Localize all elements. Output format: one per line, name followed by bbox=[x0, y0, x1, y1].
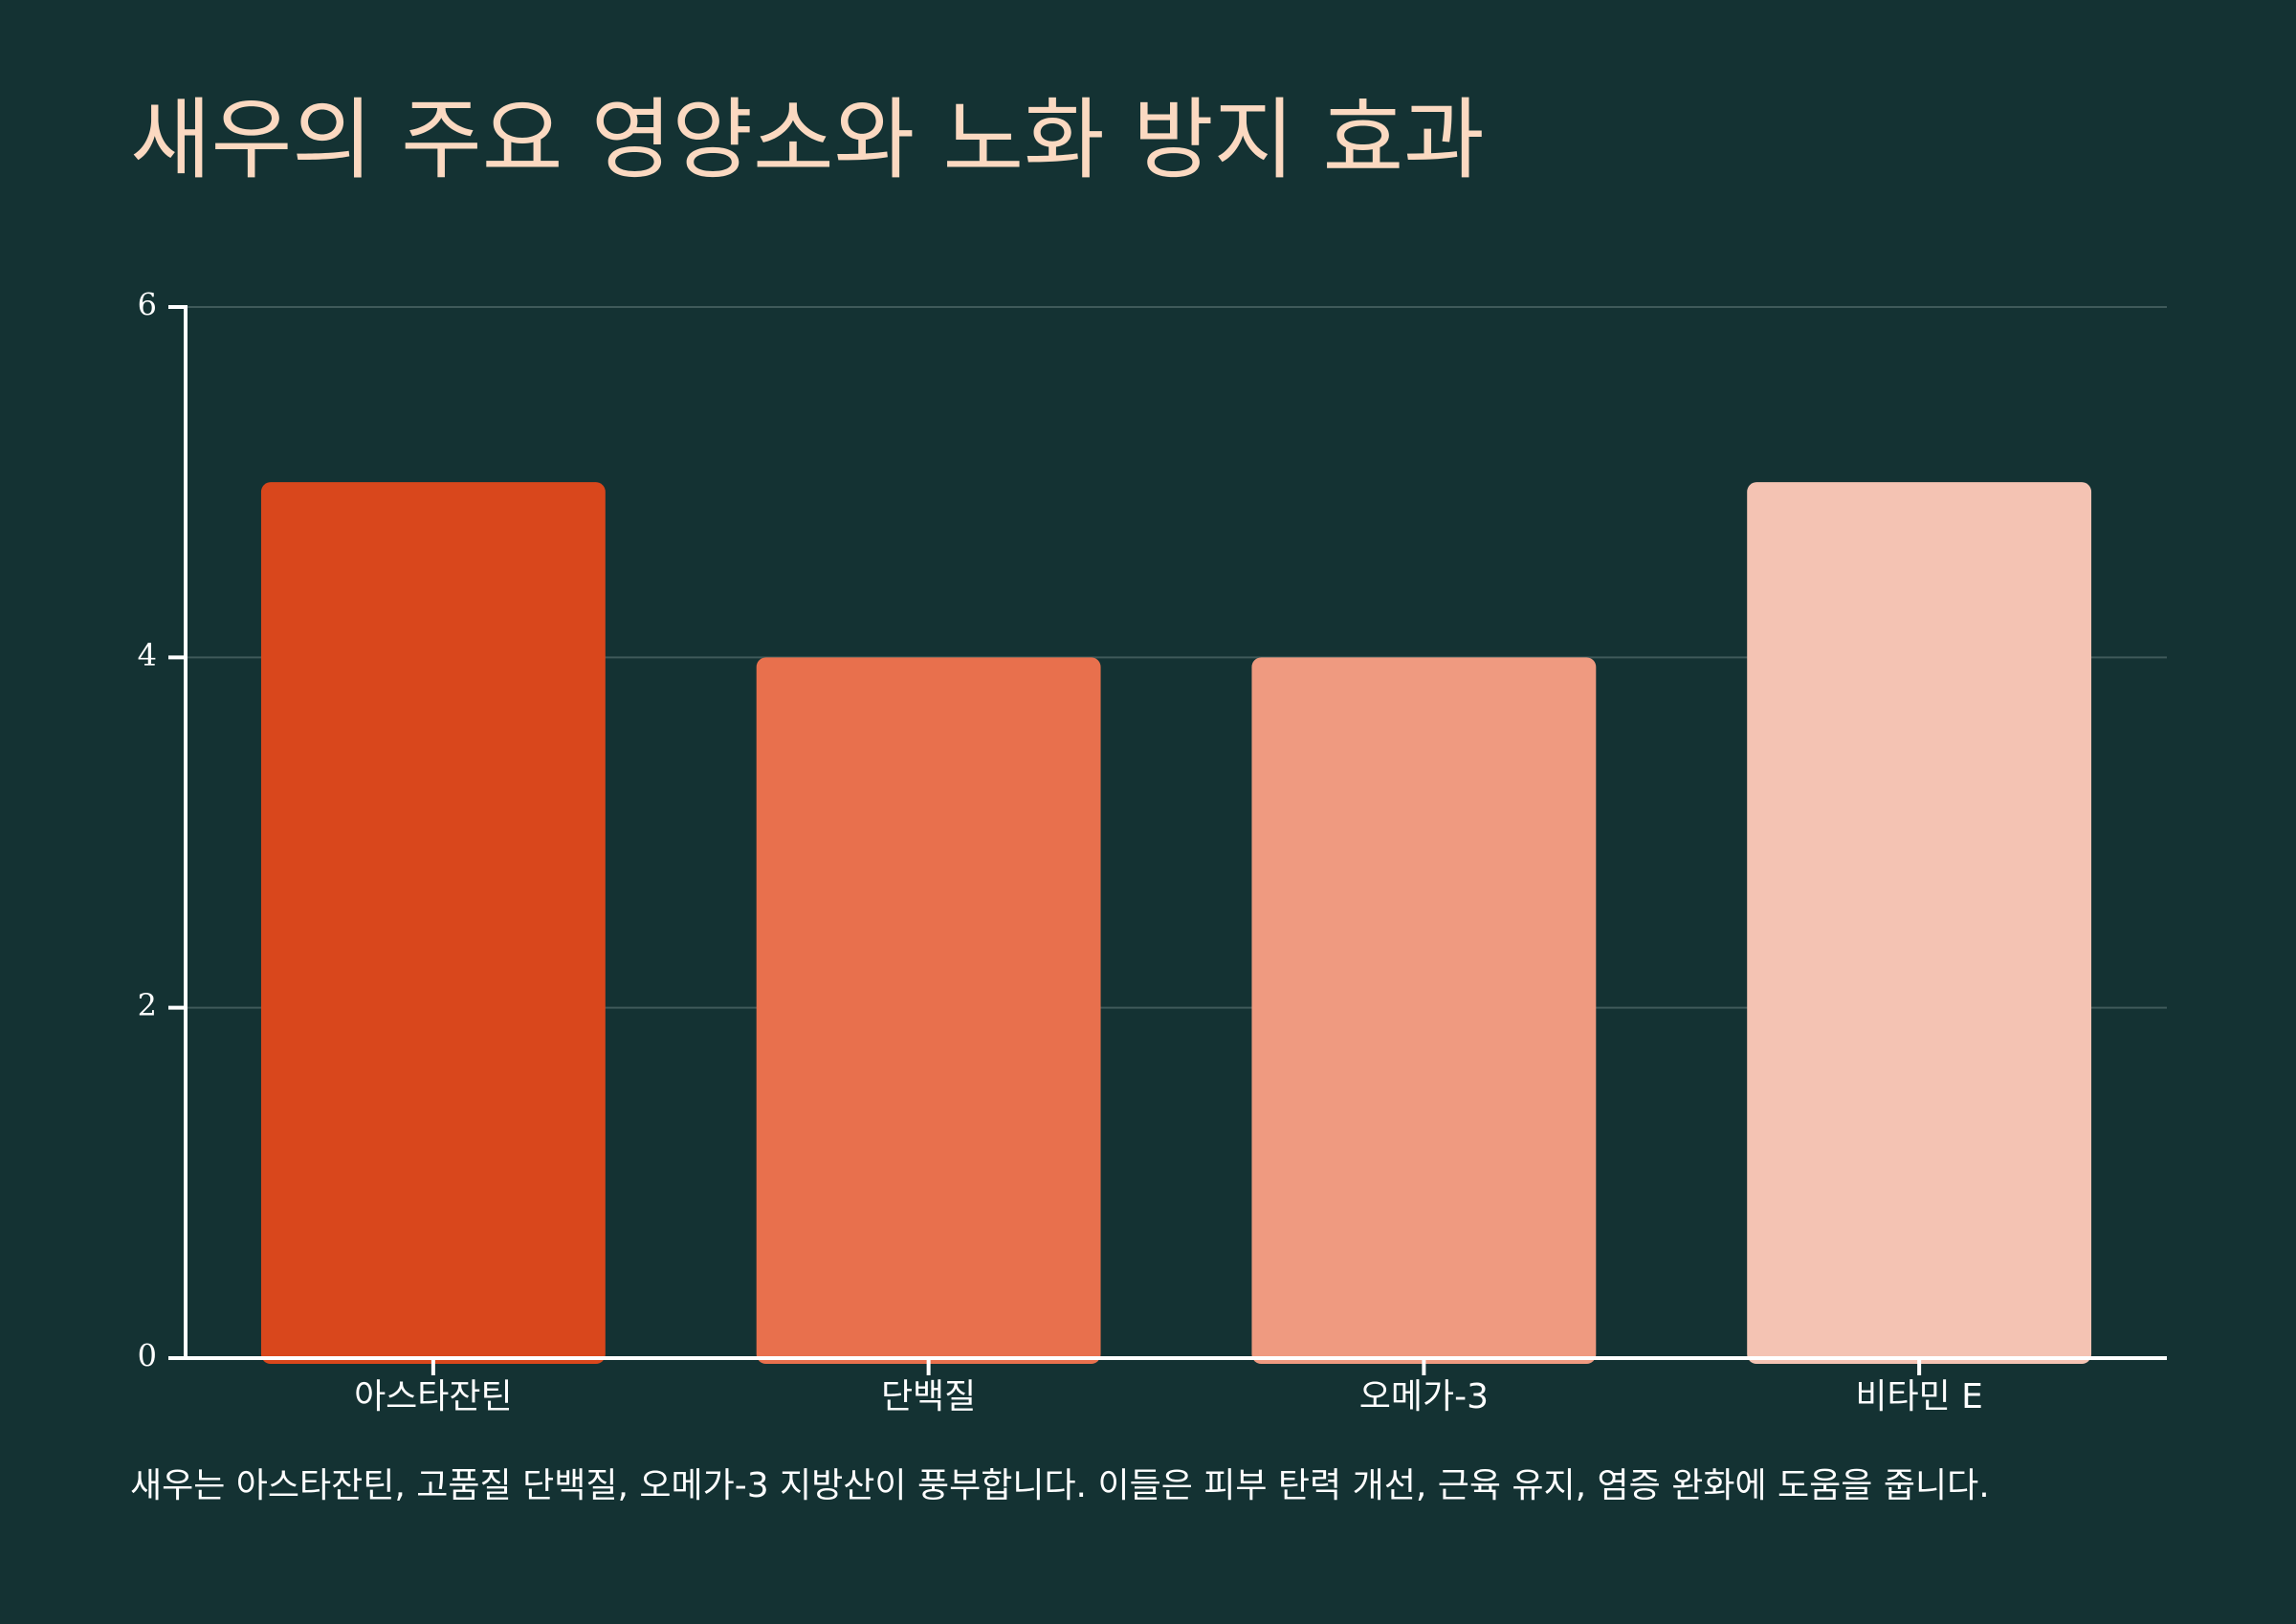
x-tick-label-1: 아스타잔틴 bbox=[354, 1377, 513, 1416]
axes bbox=[168, 305, 2167, 1375]
chart-title: 새우의 주요 영양소와 노화 방지 효과 bbox=[130, 89, 1485, 191]
bar-2 bbox=[756, 657, 1101, 1364]
bar-3 bbox=[1251, 657, 1597, 1364]
chart-caption: 새우는 아스타잔틴, 고품질 단백질, 오메가-3 지방산이 풍부합니다. 이들… bbox=[130, 1466, 1990, 1505]
y-tick-label-4: 4 bbox=[138, 637, 157, 673]
x-tick-label-2: 단백질 bbox=[881, 1377, 976, 1416]
bar-4 bbox=[1747, 482, 2092, 1365]
x-tick-label-3: 오메가-3 bbox=[1359, 1377, 1489, 1416]
bars bbox=[260, 482, 2092, 1365]
bar-1 bbox=[260, 482, 606, 1365]
y-tick-label-2: 2 bbox=[138, 987, 157, 1023]
y-tick-label-6: 6 bbox=[138, 287, 157, 323]
x-tick-label-4: 비타민 E bbox=[1855, 1377, 1983, 1416]
y-tick-label-0: 0 bbox=[138, 1338, 157, 1374]
axis-labels: 0 2 4 6 아스타잔틴 단백질 오메가-3 비타민 E bbox=[138, 287, 1983, 1417]
